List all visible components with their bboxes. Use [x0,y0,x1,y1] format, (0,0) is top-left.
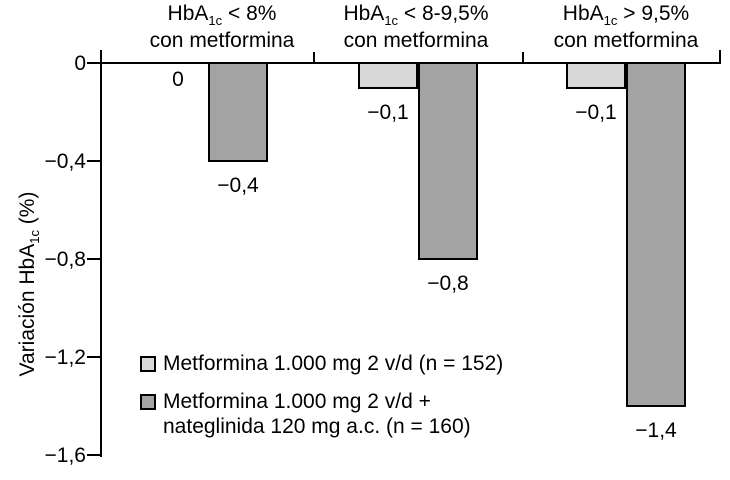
bar-series2-group3 [626,62,686,407]
y-tick-label: −1,2 [44,346,86,369]
y-tick-label: 0 [74,52,86,75]
category-header: HbA1c < 8% con metformina [102,1,342,53]
subscript: 1c [384,13,399,28]
bar-value-label: −0,8 [427,272,469,295]
bar-value-label: −0,4 [217,174,259,197]
bar-value-label: −0,1 [575,101,617,124]
category-header-line-1: HbA1c > 9,5% [562,2,690,28]
category-header-line-2: con metformina [149,29,295,52]
legend-label-metformina-nateglinida: Metformina 1.000 mg 2 v/d + nateglinida … [163,389,471,439]
y-tick-label: −1,6 [44,444,86,467]
legend-entry-metformina-nateglinida: Metformina 1.000 mg 2 v/d + nateglinida … [140,389,503,439]
subscript: 1c [27,230,42,244]
bar-series2-group1 [208,62,268,162]
category-header-line-1: HbA1c < 8-9,5% [343,2,489,28]
legend-swatch-metformina [140,356,156,372]
subscript: 1c [603,13,618,28]
legend-label-metformina: Metformina 1.000 mg 2 v/d (n = 152) [163,352,504,375]
legend-swatch-metformina-nateglinida [140,394,156,410]
subscript: 1c [208,13,223,28]
y-tick-label: −0,4 [44,150,86,173]
bar-value-label: 0 [172,68,184,91]
category-header-line-2: con metformina [553,29,699,52]
y-tick [87,356,100,358]
bar-series1-group2 [358,62,418,89]
category-header-line-1: HbA1c < 8% [167,2,277,28]
y-tick [87,62,100,64]
bar-series2-group2 [418,62,478,260]
y-tick [87,258,100,260]
category-header-line-2: con metformina [343,29,489,52]
bar-value-label: −1,4 [635,419,677,442]
group-separator-tick [313,52,315,64]
y-axis [100,50,102,457]
legend-label-line-1: Metformina 1.000 mg 2 v/d + [163,390,431,413]
baseline-end-tick [719,50,721,64]
y-tick [87,160,100,162]
bar-series1-group3 [566,62,626,89]
legend-label-line-2: nateglinida 120 mg a.c. (n = 160) [163,415,471,438]
category-header: HbA1c > 9,5% con metformina [506,1,730,53]
legend-entry-metformina: Metformina 1.000 mg 2 v/d (n = 152) [140,351,503,376]
y-axis-title: Variación HbA1c (%) [16,191,42,377]
legend: Metformina 1.000 mg 2 v/d (n = 152) Metf… [140,351,503,452]
category-header: HbA1c < 8-9,5% con metformina [296,1,536,53]
y-tick-label: −0,8 [44,248,86,271]
bar-value-label: −0,1 [367,101,409,124]
y-tick [87,454,100,456]
group-separator-tick [522,52,524,64]
